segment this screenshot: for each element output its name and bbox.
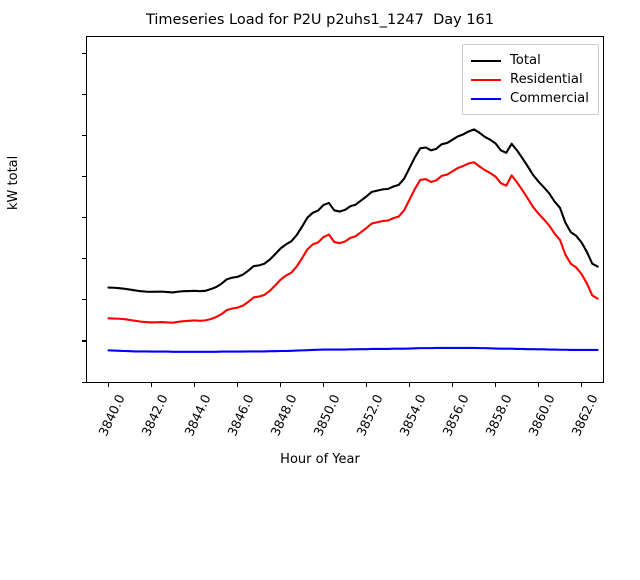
legend-swatch-residential: [471, 78, 501, 81]
y-axis-label: kW total: [6, 155, 21, 210]
legend-item-commercial[interactable]: Commercial: [471, 89, 589, 108]
series-canvas: [107, 128, 599, 353]
series-line-residential: [107, 161, 599, 324]
x-tick-mark: [495, 383, 497, 387]
x-tick-mark: [366, 383, 368, 387]
x-tick-mark: [151, 383, 153, 387]
x-tick-mark: [194, 383, 196, 387]
chart-legend: Total Residential Commercial: [462, 44, 599, 115]
legend-label: Total: [510, 53, 541, 68]
y-tick-mark: [82, 176, 86, 178]
x-axis-label: Hour of Year: [280, 452, 360, 467]
y-tick-mark: [82, 217, 86, 219]
legend-swatch-commercial: [471, 97, 501, 100]
x-tick-mark: [108, 383, 110, 387]
legend-item-residential[interactable]: Residential: [471, 70, 589, 89]
y-tick-mark: [82, 258, 86, 260]
legend-item-total[interactable]: Total: [471, 51, 589, 70]
chart-figure: Timeseries Load for P2U p2uhs1_1247 Day …: [6, 12, 604, 467]
x-tick-mark: [409, 383, 411, 387]
y-tick-mark: [82, 52, 86, 55]
x-tick-mark: [581, 383, 583, 387]
series-line-total: [107, 128, 599, 294]
x-tick-mark: [323, 383, 325, 387]
y-tick-mark: [82, 135, 86, 137]
y-tick-mark: [82, 381, 86, 383]
y-tick-mark: [82, 340, 86, 342]
legend-swatch-total: [471, 59, 501, 62]
x-tick-mark: [452, 383, 454, 387]
series-line-commercial: [107, 346, 599, 353]
y-tick-mark: [82, 299, 86, 301]
x-tick-mark: [538, 383, 540, 387]
chart-title: Timeseries Load for P2U p2uhs1_1247 Day …: [145, 12, 495, 28]
legend-label: Commercial: [510, 91, 589, 106]
legend-label: Residential: [510, 72, 583, 87]
x-tick-mark: [237, 383, 239, 387]
y-tick-mark: [82, 94, 86, 96]
x-tick-mark: [280, 383, 282, 387]
